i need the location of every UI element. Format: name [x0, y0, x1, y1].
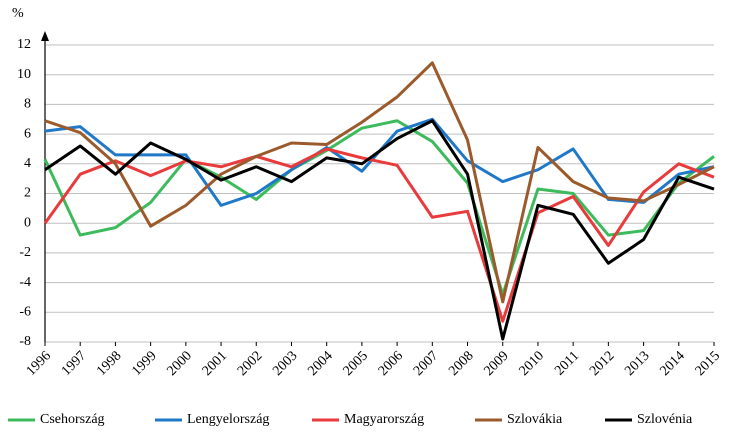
series-line [44, 61, 715, 304]
legend-label: Szlovénia [637, 412, 693, 427]
x-tick-label: 2014 [657, 348, 687, 378]
y-axis-label: % [12, 6, 24, 21]
x-tick-label: 2013 [622, 348, 652, 378]
x-tick-label: 1999 [129, 348, 159, 378]
x-tick-label: 2009 [481, 348, 511, 378]
y-tick-label: 8 [24, 97, 31, 112]
x-tick-label: 1998 [94, 348, 124, 378]
legend-label: Magyarország [344, 412, 424, 427]
y-tick-label: -2 [19, 245, 31, 260]
x-tick-label: 1997 [59, 348, 89, 378]
y-tick-label: -4 [19, 275, 31, 290]
y-tick-label: -8 [19, 334, 31, 349]
series-line [43, 147, 715, 323]
y-tick-label: 6 [24, 126, 31, 141]
legend-label: Lengyelország [187, 412, 269, 427]
x-tick-label: 2008 [446, 348, 476, 378]
x-tick-label: 2002 [235, 348, 265, 378]
y-tick-label: 12 [17, 37, 31, 52]
x-tick-label: 2007 [411, 348, 441, 378]
x-tick-label: 2010 [517, 348, 547, 378]
y-axis-arrow [41, 31, 49, 41]
y-tick-label: 10 [17, 67, 31, 82]
x-tick-label: 2006 [376, 348, 406, 378]
series-line [44, 119, 715, 341]
x-tick-label: 2005 [341, 348, 371, 378]
y-tick-label: -6 [19, 305, 31, 320]
x-tick-label: 2004 [305, 348, 335, 378]
series-line [43, 119, 715, 296]
y-tick-label: 0 [24, 215, 31, 230]
x-tick-label: 2011 [552, 348, 582, 378]
x-tick-label: 1996 [24, 348, 54, 378]
x-tick-label: 2012 [587, 348, 617, 378]
legend-label: Csehország [40, 412, 105, 427]
x-tick-label: 2000 [165, 348, 195, 378]
y-tick-label: 4 [24, 156, 31, 171]
x-tick-label: 2001 [200, 348, 230, 378]
x-tick-label: 2015 [693, 348, 723, 378]
y-tick-label: 2 [24, 186, 31, 201]
legend-label: Szlovákia [507, 412, 563, 427]
x-tick-label: 2003 [270, 348, 300, 378]
